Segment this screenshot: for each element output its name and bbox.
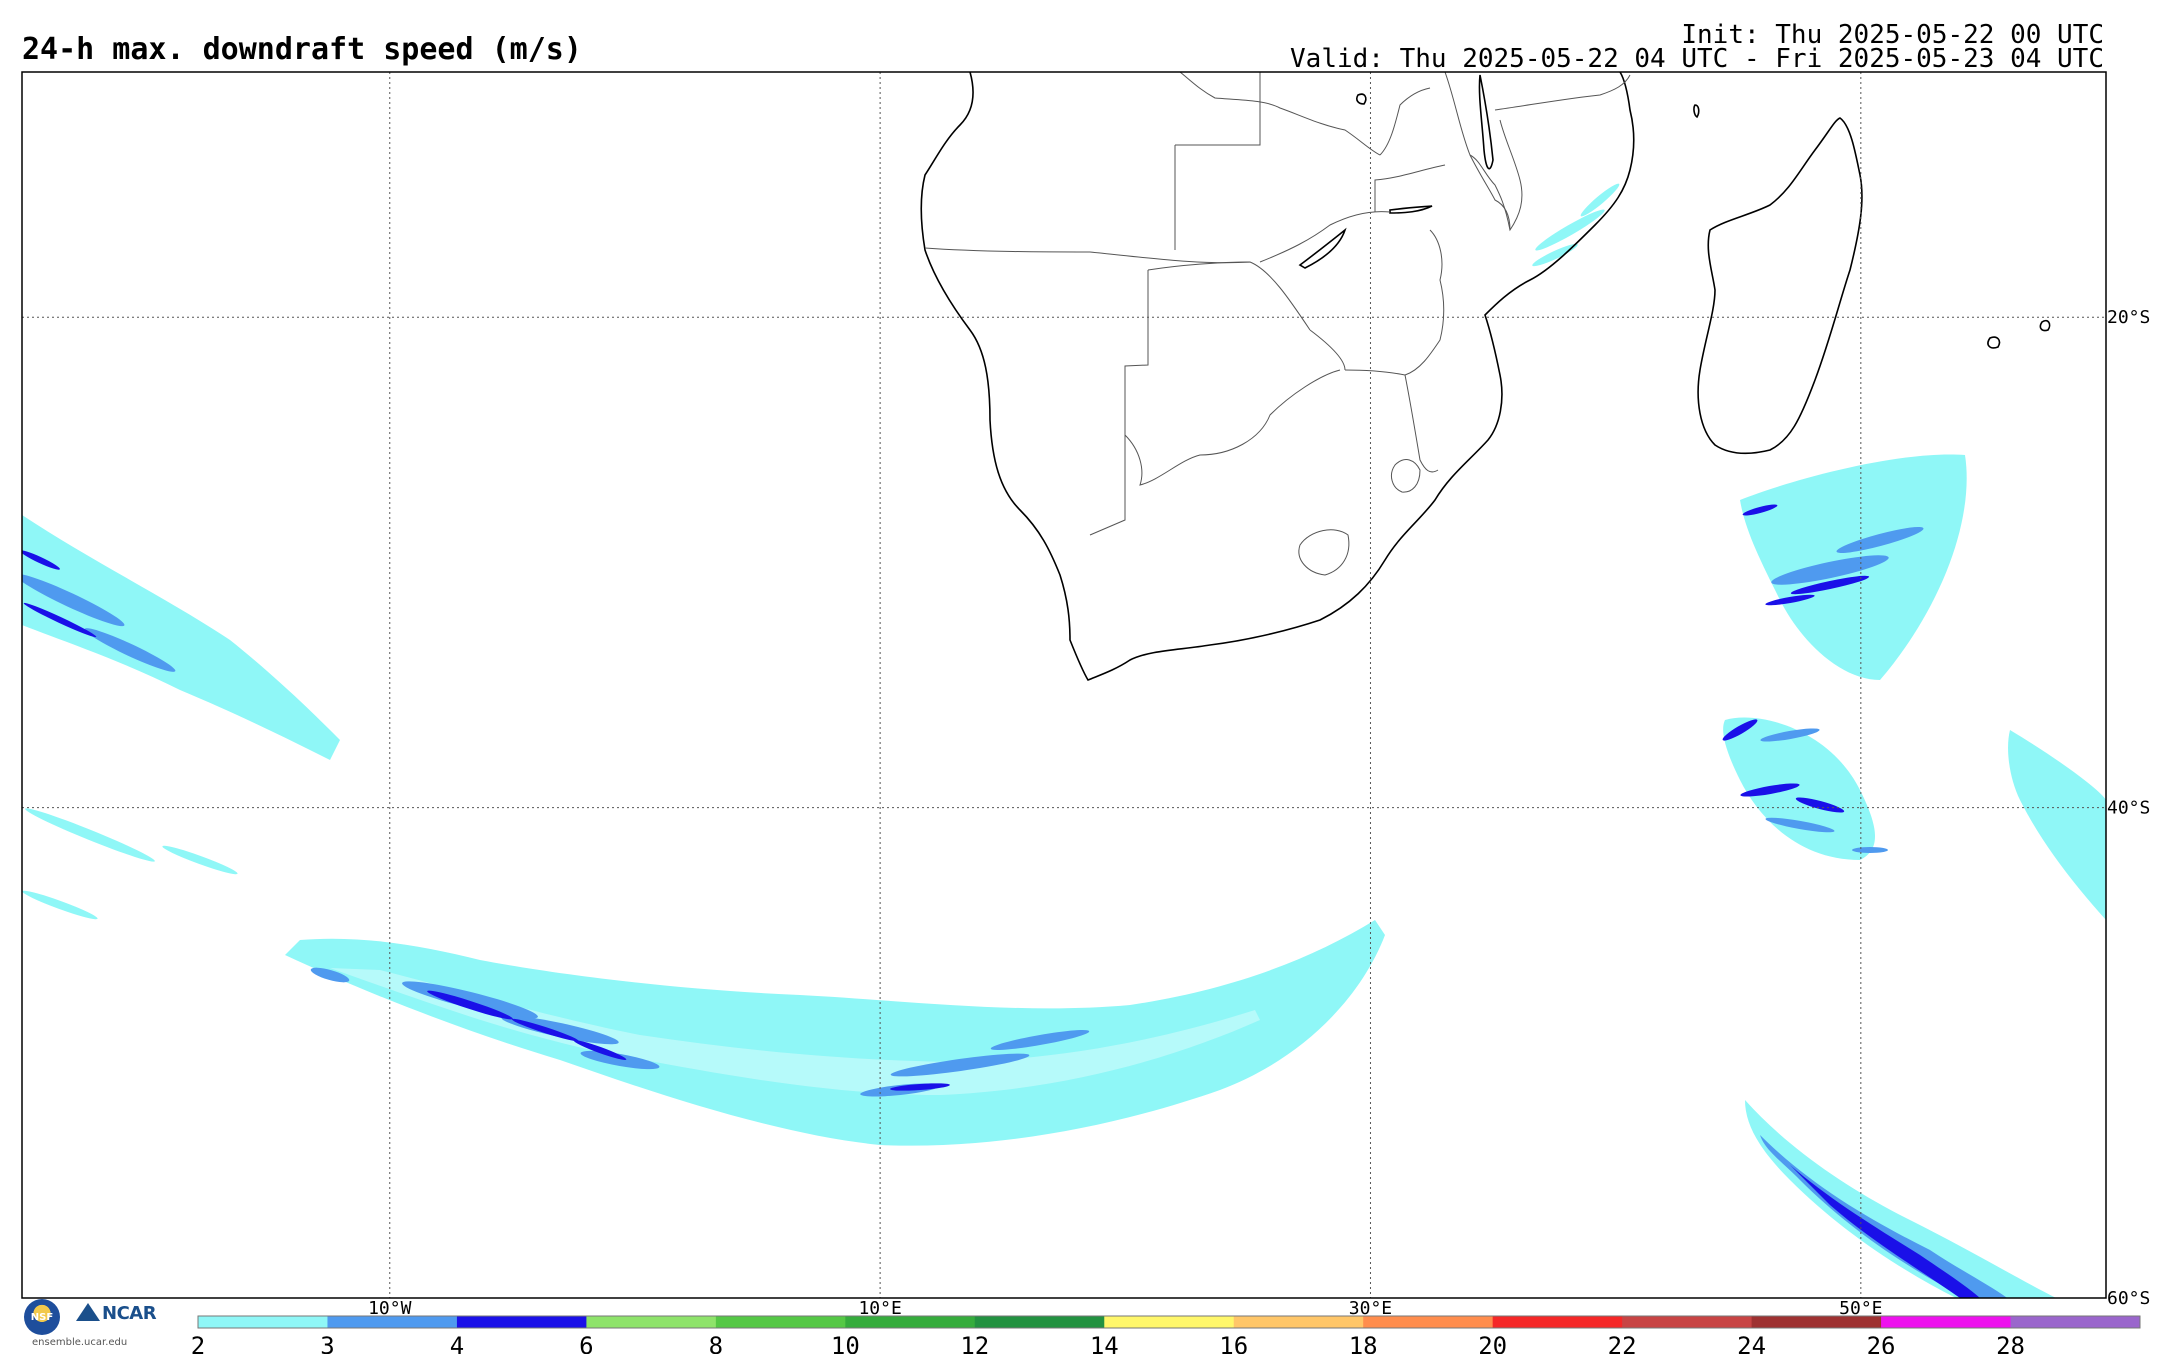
colorbar-swatch-6 [974,1316,1105,1328]
colorbar-swatch-4 [715,1316,846,1328]
site-url: ensemble.ucar.edu [32,1337,128,1348]
colorbar-swatch-5 [845,1316,976,1328]
swath-southeast [1745,1100,2057,1298]
ncar-logo: NCAR [76,1303,157,1324]
border-zambia-mozambique [1374,164,1446,212]
mauritius-outline [1987,336,2001,349]
colorbar-tick-1: 3 [320,1332,334,1354]
lat-label-1: 40°S [2107,798,2150,819]
border-namibia-botswana [1089,270,1149,536]
colorbar-swatch-12 [1751,1316,1882,1328]
border-botswana-south [1124,369,1341,486]
swath-east-middle [1723,717,1875,860]
swath-mozambique [1532,183,1620,267]
cabora-bassa-outline [1389,205,1433,214]
madagascar-coastline [1697,117,1863,455]
colorbar-tick-3: 6 [579,1332,593,1354]
nsf-logo-text: NSF [30,1311,54,1323]
colorbar-swatch-0 [198,1316,328,1328]
colorbar-swatch-8 [1233,1316,1364,1328]
lon-label-0: 10°W [368,1298,412,1319]
lat-label-0: 20°S [2107,307,2150,328]
border-caprivi [1147,261,1311,331]
colorbar-tick-14: 28 [1996,1332,2025,1354]
land-outlines [920,72,2051,682]
colorbar-swatch-3 [586,1316,717,1328]
lat-label-2: 60°S [2107,1288,2150,1309]
colorbar-tick-13: 26 [1867,1332,1896,1354]
border-mozambique-tanzania [1494,74,1631,111]
border-zambia-malawi [1379,87,1431,156]
border-zambia-zimbabwe [1259,211,1391,263]
colorbar-swatch-9 [1363,1316,1494,1328]
border-eswatini [1391,459,1421,493]
swath-west-secondary [22,808,238,920]
colorbar-swatch-1 [327,1316,458,1328]
colorbar-tick-2: 4 [450,1332,464,1354]
border-tanzania [1444,72,1511,231]
border-lesotho [1298,529,1350,576]
colorbar-tick-7: 14 [1090,1332,1119,1354]
colorbar-tick-9: 18 [1349,1332,1378,1354]
colorbar-tick-5: 10 [831,1332,860,1354]
colorbar-tick-11: 22 [1608,1332,1637,1354]
swath-east-upper-streaks [1742,504,1924,606]
colorbar: 2 3 4 6 8 10 12 14 16 18 20 22 24 26 28 [191,1315,2141,1354]
colorbar-tick-10: 20 [1478,1332,1507,1354]
colorbar-swatch-14 [2010,1316,2141,1328]
swath-west [22,515,340,760]
lake-kariba-outline [1298,227,1347,269]
latitude-labels: 20°S 40°S 60°S [2107,307,2150,1309]
swath-west-streaks [22,550,176,672]
colorbar-outline [197,1315,2141,1329]
border-botswana-zimbabwe [1309,329,1346,371]
ncar-mark-icon [76,1303,100,1321]
country-borders [924,72,1631,576]
lake-malawi-outline [1478,74,1494,170]
valid-time: Valid: Thu 2025-05-22 04 UTC - Fri 2025-… [1290,44,2104,74]
downdraft-field [22,183,2106,1298]
border-angola-namibia [924,247,1251,264]
colorbar-swatch-2 [456,1316,587,1328]
swath-southeast-strong [1790,1165,1980,1298]
graticule [22,72,2106,1298]
logo-area: NSF NCAR ensemble.ucar.edu [24,1295,164,1351]
colorbar-swatch-10 [1492,1316,1623,1328]
colorbar-tick-4: 8 [709,1332,723,1354]
border-zimbabwe-mozambique [1344,229,1445,376]
ncar-logo-text: NCAR [102,1303,157,1324]
map-frame [21,71,2107,1299]
border-malawi-mozambique [1469,119,1523,232]
comoros-outline [1693,104,1700,119]
colorbar-tick-0: 2 [191,1332,205,1354]
colorbar-swatch-13 [1881,1316,2012,1328]
lon-label-3: 50°E [1839,1298,1882,1319]
colorbar-tick-6: 12 [960,1332,989,1354]
border-zambia-drc [1179,72,1381,156]
init-time: Init: Thu 2025-05-22 00 UTC [1681,20,2104,50]
lake-small-outline [1356,93,1367,105]
swath-east-edge [2008,730,2106,920]
swath-east-middle-cores [1722,719,1888,853]
swath-southern-arc [285,920,1385,1146]
swath-southern-arc-inner [330,968,1260,1095]
map-title: 24-h max. downdraft speed (m/s) [22,32,582,67]
longitude-labels: 10°W 10°E 30°E 50°E [368,1298,1882,1319]
colorbar-swatch-11 [1622,1316,1753,1328]
colorbar-swatch-7 [1104,1316,1235,1328]
border-angola-zambia [1174,72,1261,250]
swath-southern-arc-cores [427,990,950,1091]
africa-coastline [920,72,1635,682]
colorbar-tick-12: 24 [1737,1332,1766,1354]
lon-label-2: 30°E [1349,1298,1392,1319]
colorbar-tick-8: 16 [1219,1332,1248,1354]
reunion-outline [2039,319,2051,332]
lon-label-1: 10°E [858,1298,901,1319]
border-mozambique-sa [1404,374,1439,473]
nsf-logo-icon: NSF [24,1299,60,1335]
